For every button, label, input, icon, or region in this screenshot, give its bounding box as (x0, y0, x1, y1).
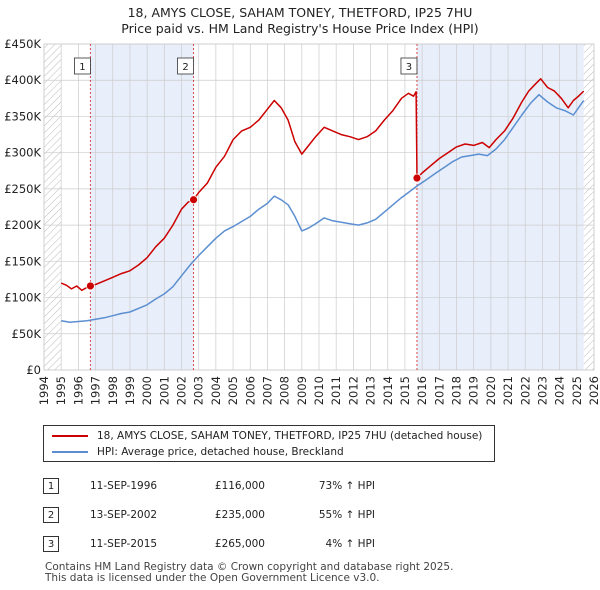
y-tick-label: £300K (4, 146, 41, 160)
table-row: 1 11-SEP-1996 £116,000 73% ↑ HPI (0, 478, 600, 500)
hpi-series-line (61, 93, 585, 323)
y-tick-label: £250K (4, 182, 41, 196)
x-tick-label: 2018 (450, 376, 464, 405)
x-tick-label: 2022 (518, 376, 532, 405)
x-tick-label: 1996 (71, 376, 85, 405)
table-row: 3 11-SEP-2015 £265,000 4% ↑ HPI (0, 536, 600, 558)
x-tick-label: 2016 (415, 376, 429, 405)
sale-price: £116,000 (214, 480, 265, 492)
footer-copyright: Contains HM Land Registry data © Crown c… (45, 561, 454, 573)
sale-label-box-2 (177, 57, 194, 75)
x-tick-label: 2021 (501, 376, 515, 405)
sale-point-1 (86, 281, 95, 291)
sale-price: £265,000 (214, 538, 265, 550)
sale-number-badge: 1 (43, 478, 59, 494)
ownership-shade-1 (416, 44, 584, 370)
sale-point-3 (412, 173, 422, 183)
y-tick-label: £150K (4, 254, 41, 268)
footer-licence: This data is licensed under the Open Gov… (45, 572, 380, 584)
sale-label-box-3 (400, 57, 418, 75)
sale-hpi-change: 55% ↑ HPI (318, 509, 375, 521)
x-tick-label: 1995 (54, 376, 68, 405)
chart-area: £0 £50K £100K £150K £200K £250K £300K £350K £400… (4, 37, 600, 405)
x-tick-label: 2015 (398, 376, 412, 405)
x-tick-label: 2010 (312, 376, 326, 405)
legend: 18, AMYS CLOSE, SAHAM TONEY, THETFORD, I… (43, 425, 495, 462)
legend-item-hpi: HPI: Average price, detached house, Brec… (52, 444, 344, 460)
price-chart: £0 £50K £100K £150K £200K £250K £300K £350K £400… (4, 37, 600, 405)
x-tick-label: 2006 (243, 376, 257, 405)
sale-date: 13-SEP-2002 (90, 509, 158, 521)
x-tick-label: 1994 (37, 376, 51, 405)
y-tick-label: £400K (4, 73, 41, 87)
y-tick-label: £350K (4, 109, 41, 123)
legend-swatch-hpi (52, 451, 88, 453)
ownership-shade-0 (90, 44, 194, 370)
x-tick-label: 2008 (278, 376, 292, 405)
sale-hpi-change: 73% ↑ HPI (318, 480, 375, 492)
x-tick-label: 2003 (192, 376, 206, 405)
x-tick-label: 2009 (295, 376, 309, 405)
x-tick-label: 2025 (570, 376, 584, 405)
sale-label-text-1: 1 (79, 62, 85, 73)
x-tick-label: 2012 (346, 376, 360, 405)
y-tick-label: £200K (4, 218, 41, 232)
chart-subtitle: Price paid vs. HM Land Registry's House … (121, 21, 479, 36)
sale-number-badge: 3 (43, 536, 59, 552)
x-tick-label: 1999 (123, 376, 137, 405)
x-tick-label: 2002 (175, 376, 189, 405)
property-series-line (60, 78, 585, 292)
x-tick-label: 2026 (587, 376, 600, 405)
x-tick-label: 2014 (381, 376, 395, 405)
x-tick-label: 2019 (467, 376, 481, 405)
x-tick-label: 1997 (89, 376, 103, 405)
plot-border (43, 43, 595, 371)
sale-label-box-1 (74, 57, 91, 75)
no-data-hatch-1 (583, 44, 594, 370)
x-tick-label: 2013 (364, 376, 378, 405)
y-tick-label: £0 (26, 363, 41, 377)
sale-price: £235,000 (214, 509, 265, 521)
y-tick-label: £100K (4, 291, 41, 305)
sale-hpi-change: 4% ↑ HPI (325, 538, 375, 550)
sale-point-2 (189, 195, 198, 205)
x-tick-label: 2005 (226, 376, 240, 405)
sale-label-text-3: 3 (406, 62, 412, 73)
chart-title: 18, AMYS CLOSE, SAHAM TONEY, THETFORD, I… (127, 5, 473, 20)
y-tick-label: £450K (4, 37, 41, 51)
legend-label-property: 18, AMYS CLOSE, SAHAM TONEY, THETFORD, I… (97, 430, 483, 442)
x-tick-label: 2020 (484, 376, 498, 405)
x-tick-label: 2000 (140, 376, 154, 405)
y-tick-label: £50K (12, 327, 42, 341)
no-data-hatch-0 (44, 44, 62, 370)
sale-number-badge: 2 (43, 507, 59, 523)
legend-item-property: 18, AMYS CLOSE, SAHAM TONEY, THETFORD, I… (52, 428, 482, 444)
legend-swatch-property (52, 435, 88, 437)
x-tick-label: 2024 (553, 376, 567, 405)
x-tick-label: 2017 (432, 376, 446, 405)
x-tick-label: 2023 (535, 376, 549, 405)
table-row: 2 13-SEP-2002 £235,000 55% ↑ HPI (0, 507, 600, 529)
x-tick-label: 2011 (329, 376, 343, 405)
x-tick-label: 2001 (157, 376, 171, 405)
sale-label-text-2: 2 (182, 62, 188, 73)
sale-date: 11-SEP-2015 (90, 538, 158, 550)
x-tick-label: 1998 (106, 376, 120, 405)
x-tick-label: 2004 (209, 376, 223, 405)
sale-date: 11-SEP-1996 (90, 480, 158, 492)
x-tick-label: 2007 (260, 376, 274, 405)
legend-label-hpi: HPI: Average price, detached house, Brec… (97, 446, 344, 458)
